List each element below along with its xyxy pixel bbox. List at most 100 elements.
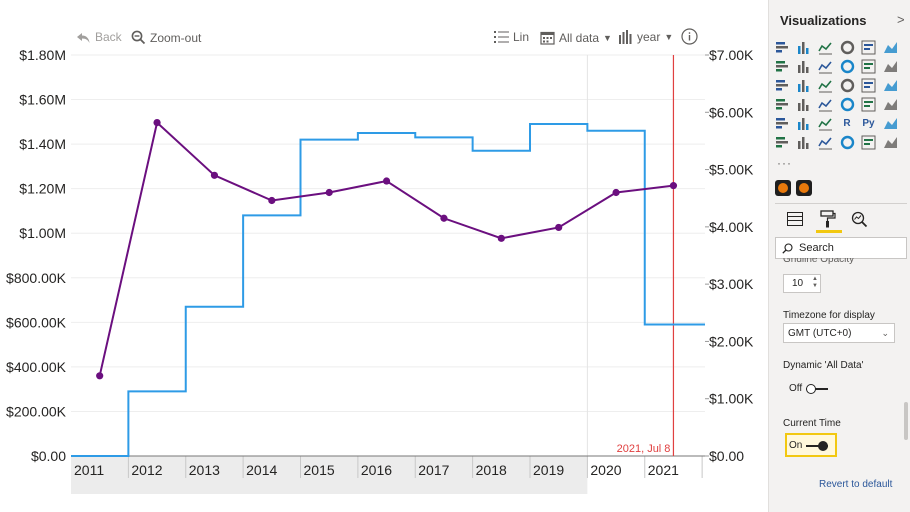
power-apps-icon[interactable] (883, 135, 898, 150)
arcgis-icon[interactable] (861, 135, 876, 150)
chart-area: $0.00 $200.00K $400.00K $600.00K $800.00K $1.… (6, 28, 755, 494)
100-bar-icon[interactable] (861, 40, 876, 55)
chevron-down-icon: ▼ (664, 32, 674, 42)
gridline-opacity-value: 10 (792, 278, 804, 289)
x-tick-label: 2019 (533, 462, 564, 478)
period-label: year (637, 30, 661, 44)
period-dropdown[interactable]: year ▼ (619, 30, 673, 44)
custom-visual-icon[interactable] (796, 180, 812, 196)
clustered-bar-icon[interactable] (818, 40, 833, 55)
list-lines-icon (494, 31, 509, 43)
x-tick-label: 2015 (304, 462, 335, 478)
x-tick-label: 2018 (476, 462, 507, 478)
y-right-tick-label: $0.00 (709, 448, 744, 464)
y-left-tick-label: $1.80M (19, 47, 66, 63)
y-left-tick-label: $400.00K (6, 359, 67, 375)
multi-row-card-icon[interactable] (861, 97, 876, 112)
y-right-tick-label: $3.00K (709, 276, 754, 292)
line-chart-icon[interactable] (775, 59, 790, 74)
visualizations-pane: Visualizations > R Py ··· Search Gridline… (768, 0, 910, 512)
ribbon-icon[interactable] (883, 59, 898, 74)
gridline-opacity-label: Gridline Opacity (783, 258, 855, 265)
timezone-value: GMT (UTC+0) (788, 327, 852, 339)
y-left-tick-label: $1.20M (19, 181, 66, 197)
area-chart-icon[interactable] (797, 59, 812, 74)
custom-visual-icon[interactable] (775, 180, 791, 196)
stacked-column-icon[interactable] (797, 40, 812, 55)
funnel-icon[interactable] (797, 78, 812, 93)
calendar-icon (540, 31, 555, 45)
donut-icon[interactable] (861, 78, 876, 93)
analytics-tab[interactable] (848, 208, 870, 230)
100-column-icon[interactable] (883, 40, 898, 55)
matrix-icon[interactable] (818, 116, 833, 131)
pie-icon[interactable] (840, 78, 855, 93)
range-label: All data (559, 30, 600, 45)
x-tick-label: 2016 (361, 462, 392, 478)
waterfall-icon[interactable] (775, 78, 790, 93)
analytics-icon (851, 211, 867, 227)
line-series-point (612, 188, 620, 197)
kpi-icon[interactable] (883, 97, 898, 112)
step-series-line (71, 123, 705, 457)
scatter-icon[interactable] (818, 78, 833, 93)
line-series-point (497, 234, 505, 242)
y-left-tick-label: $0.00 (31, 448, 66, 464)
gauge-icon[interactable] (818, 97, 833, 112)
current-time-label: 2021, Jul 8 (617, 443, 671, 455)
toggle-state-label: Off (789, 383, 803, 394)
fields-tab[interactable] (784, 208, 806, 230)
slicer-icon[interactable] (775, 116, 790, 131)
python-visual-icon[interactable]: Py (862, 118, 875, 129)
info-icon (681, 28, 698, 45)
search-input[interactable]: Search (775, 237, 907, 259)
line-series-point (268, 196, 276, 205)
key-influencers-icon[interactable] (883, 116, 898, 131)
zoom-out-icon (131, 30, 146, 45)
more-visuals-icon[interactable]: ··· (777, 156, 792, 170)
collapse-chevron-icon[interactable]: > (897, 12, 905, 27)
pane-scrollbar[interactable] (904, 402, 908, 440)
stacked-bar-icon[interactable] (775, 40, 790, 55)
timezone-dropdown[interactable]: GMT (UTC+0) ⌄ (783, 323, 895, 343)
table-icon[interactable] (797, 116, 812, 131)
gridline-opacity-field[interactable]: 10 ▲ ▼ (783, 274, 821, 293)
x-tick-label: 2011 (74, 462, 104, 478)
revert-to-default-link[interactable]: Revert to default (819, 479, 893, 490)
zoom-out-button[interactable]: Zoom-out (131, 30, 201, 45)
back-button[interactable]: Back (76, 30, 122, 44)
spinner-arrows-icon[interactable]: ▲ ▼ (812, 276, 818, 289)
pane-title: Visualizations (780, 13, 867, 28)
qa-icon[interactable] (797, 135, 812, 150)
scale-toggle[interactable]: Lin (494, 30, 529, 44)
chart-svg: $0.00 $200.00K $400.00K $600.00K $800.00K $1.… (6, 47, 754, 494)
clustered-column-icon[interactable] (840, 40, 855, 55)
dynamic-all-data-toggle[interactable]: Off (789, 383, 829, 394)
line-series-point (440, 214, 448, 222)
search-placeholder: Search (799, 242, 834, 254)
filled-map-icon[interactable] (797, 97, 812, 112)
narrative-icon[interactable] (818, 135, 833, 150)
card-icon[interactable] (840, 97, 855, 112)
paginated-icon[interactable] (840, 135, 855, 150)
format-tab[interactable] (817, 208, 839, 230)
chevron-down-icon: ▼ (603, 32, 612, 43)
map-icon[interactable] (775, 97, 790, 112)
r-visual-icon[interactable]: R (843, 118, 851, 129)
x-tick-label: 2017 (418, 462, 449, 478)
line-series-point (382, 177, 391, 185)
treemap-icon[interactable] (883, 78, 898, 93)
y-left-tick-label: $200.00K (6, 403, 67, 419)
line-series-point (325, 188, 333, 197)
line-clustered-icon[interactable] (861, 59, 876, 74)
line-column-icon[interactable] (840, 59, 855, 74)
line-series-point (555, 223, 563, 232)
zoom-out-label: Zoom-out (150, 30, 202, 45)
stacked-area-icon[interactable] (818, 59, 833, 74)
info-button[interactable] (681, 28, 698, 45)
visual-icon-grid: R Py (775, 40, 907, 154)
line-series-point (96, 372, 104, 380)
range-dropdown[interactable]: All data ▼ (540, 30, 612, 45)
decomposition-tree-icon[interactable] (775, 135, 790, 150)
current-time-toggle[interactable]: On (789, 440, 829, 451)
